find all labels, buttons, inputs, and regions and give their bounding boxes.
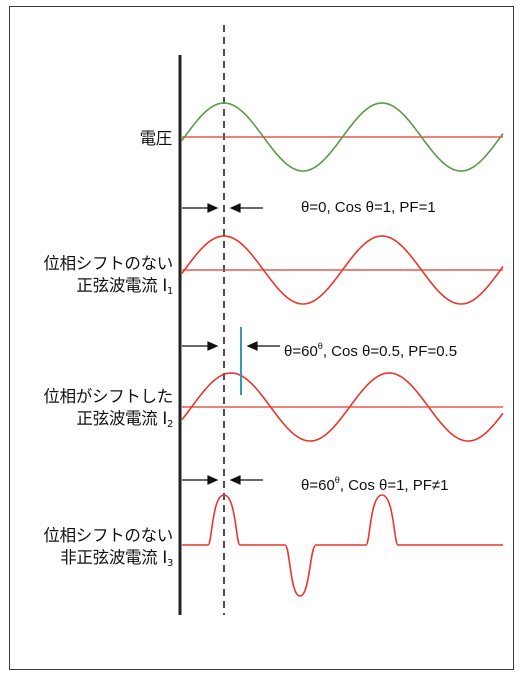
phase-arrows-2 — [182, 341, 280, 351]
i1-waveform — [181, 235, 504, 305]
diagram-frame — [9, 6, 514, 670]
phase-note-3: θ=60θ, Cos θ=1, PF≠1 — [301, 475, 449, 494]
phase-arrows-1 — [182, 203, 263, 213]
phase-note-2: θ=60θ, Cos θ=0.5, PF=0.5 — [284, 341, 458, 360]
i2-waveform — [181, 372, 504, 442]
i1-label: 位相シフトのない 正弦波電流 I1 — [43, 254, 173, 297]
voltage-label: 電圧 — [139, 129, 173, 148]
i2-label: 位相がシフトした 正弦波電流 I2 — [43, 387, 173, 430]
phase-note-1: θ=0, Cos θ=1, PF=1 — [301, 199, 436, 216]
voltage-waveform — [181, 102, 504, 172]
i3-waveform — [182, 494, 503, 597]
i3-label: 位相シフトのない 非正弦波電流 I3 — [43, 526, 173, 569]
phase-arrows-3 — [182, 475, 263, 485]
